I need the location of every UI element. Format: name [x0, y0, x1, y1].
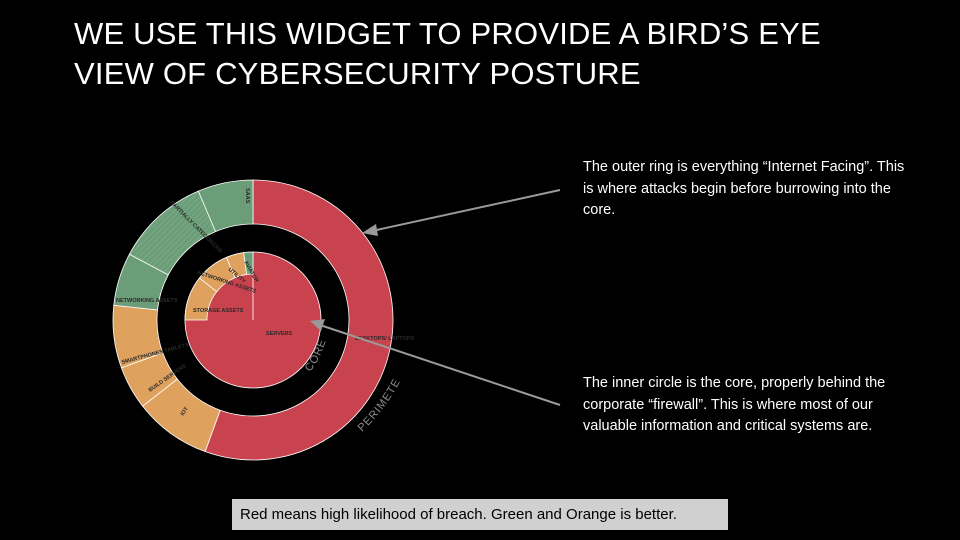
outer-segment-networking-assets — [113, 253, 169, 311]
arrow-outer-line — [371, 189, 561, 232]
callout-arrows — [310, 189, 561, 406]
outer-segment-partially-categorized — [128, 190, 217, 276]
outer-segment-smartphones-tablets — [112, 304, 164, 369]
outer-segment-saas — [197, 179, 254, 233]
inner-core — [184, 251, 322, 389]
outer-label-iot: IOT — [180, 406, 191, 417]
callout-inner-core: The inner circle is the core, properly b… — [583, 375, 886, 434]
arrow-inner-head — [310, 319, 325, 331]
inner-segment-networking-assets — [198, 256, 236, 293]
arrow-outer-head — [362, 224, 378, 236]
callout-outer-ring: The outer ring is everything “Internet F… — [583, 159, 905, 218]
outer-label-desktops: DESKTOPS/ LAPTOPS — [355, 336, 414, 342]
slide-title: WE USE THIS WIDGET TO PROVIDE A BIRD’S E… — [74, 14, 934, 94]
outer-ring — [112, 179, 394, 461]
outer-segment-iot — [142, 378, 221, 453]
title-line-1: WE USE THIS WIDGET TO PROVIDE A BIRD’S E… — [74, 16, 821, 51]
arrow-inner-line — [319, 324, 561, 406]
inner-label-storage: STORAGE ASSETS — [193, 308, 244, 314]
inner-label-servers: SERVERS — [266, 331, 293, 337]
inner-segment-storage-assets — [184, 277, 218, 321]
outer-label-networking-assets: NETWORKING ASSETS — [116, 298, 178, 304]
legend-note: Red means high likelihood of breach. Gre… — [232, 499, 728, 530]
inner-segment-utility — [225, 252, 248, 279]
title-line-2: VIEW OF CYBERSECURITY POSTURE — [74, 56, 641, 91]
outer-label-saas: SAAS — [244, 188, 250, 204]
outer-segment-build-servers — [120, 352, 178, 407]
outer-segment-desktops-laptops — [204, 179, 394, 461]
